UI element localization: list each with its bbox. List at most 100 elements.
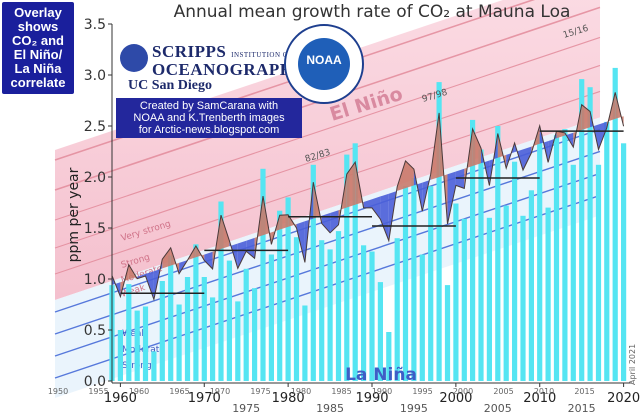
el-nino-threshold-line (54, 90, 601, 275)
enso-year-label: 1965 (169, 387, 189, 396)
enso-year-label: 2010 (534, 387, 554, 396)
enso-year-label: 1970 (210, 387, 230, 396)
el-nino-fill (581, 104, 591, 130)
bar-2013 (562, 129, 568, 381)
bar-1988 (352, 143, 358, 381)
la-nina-label: La Niña (345, 365, 417, 385)
x-tick-label: 1980 (272, 391, 305, 406)
credit-box: Created by SamCarana with NOAA and K.Tre… (116, 98, 302, 138)
el-nino-fill (162, 247, 171, 269)
bar-1990 (369, 251, 375, 381)
y-tick-label: 2.5 (84, 119, 106, 135)
enso-year-label: 2005 (493, 387, 513, 396)
y-tick-label: 2.0 (84, 170, 106, 186)
bar-1963 (142, 306, 149, 381)
bar-1982 (302, 305, 308, 381)
y-tick-label: 0.0 (84, 374, 106, 390)
enso-year-label: 2015 (574, 387, 594, 396)
bar-2020 (621, 143, 627, 381)
el-nino-fill (346, 162, 356, 208)
bar-2018 (604, 121, 610, 382)
bar-1966 (168, 255, 174, 381)
la-nina-fill (330, 210, 339, 233)
credit-line: Created by SamCarana with (139, 100, 279, 112)
la-nina-fill (321, 213, 331, 233)
x-tick-label: 1960 (104, 391, 137, 406)
credit-line: for Arctic-news.blogspot.com (138, 124, 280, 136)
la-nina-fill (523, 146, 532, 171)
ucsd-logo: UC San Diego (128, 78, 213, 93)
la-nina-fill (447, 171, 456, 224)
scripps-oceanography: OCEANOGRAPHY (152, 60, 307, 79)
bar-2011 (545, 207, 551, 381)
bar-2002 (470, 119, 476, 382)
x-tick-label: 1970 (188, 391, 221, 406)
x-tick-label: 2010 (523, 391, 556, 406)
y-tick-label: 0.5 (84, 323, 106, 339)
bar-1965 (159, 281, 165, 381)
la-nina-fill (598, 121, 607, 150)
y-tick-label: 3.0 (84, 68, 106, 84)
y-tick-label: 3.5 (84, 17, 106, 33)
bar-1968 (184, 277, 191, 381)
el-nino-fill (472, 128, 481, 166)
bar-1972 (218, 201, 224, 381)
scripps-logo: SCRIPPS INSTITUTION OF OCEANOGRAPHY (152, 42, 306, 80)
overlay-note-line: El Niño/ (13, 47, 63, 62)
bar-2019 (612, 67, 618, 382)
credit-line: NOAA and K.Trenberth images (133, 112, 285, 124)
bar-2009 (528, 190, 534, 381)
el-nino-zone (55, 0, 600, 300)
bar-2003 (478, 149, 484, 381)
bar-2015 (579, 79, 585, 381)
la-nina-threshold-line (54, 150, 601, 335)
el-nino-fill (221, 215, 230, 249)
bar-1977 (260, 168, 266, 381)
bar-1999 (444, 285, 451, 381)
enso-index-line (111, 92, 625, 302)
overlay-note-line: CO₂ and (12, 33, 64, 48)
x-tick-label-secondary: 2005 (484, 402, 512, 414)
bar-1991 (377, 282, 383, 381)
bar-1997 (428, 186, 434, 381)
date-note: April 2021 (628, 344, 637, 385)
enso-year-label: 1995 (412, 387, 432, 396)
la-nina-fill (246, 237, 255, 259)
x-tick-label-secondary: 1975 (232, 402, 260, 414)
bar-1962 (134, 310, 140, 381)
scripps-sub: INSTITUTION OF (231, 51, 293, 59)
bar-1978 (268, 254, 274, 381)
bar-2010 (537, 134, 543, 381)
la-nina-fill (363, 199, 372, 208)
enso-year-label: 1960 (129, 387, 149, 396)
bar-2000 (453, 203, 459, 381)
bar-2012 (553, 135, 560, 381)
enso-year-label: 1990 (372, 387, 392, 396)
bar-1971 (210, 297, 216, 381)
bar-1984 (319, 240, 325, 381)
bar-2007 (512, 161, 518, 381)
bar-1976 (252, 288, 258, 381)
axes: 0.0 0.5 1.0 1.5 2.0 2.5 3.0 3.5 1960 1970 1980 1990… (48, 17, 640, 414)
bar-1996 (419, 254, 425, 381)
overlay-note: Overlay shows CO₂ and El Niño/ La Niña c… (2, 2, 74, 94)
bar-1987 (344, 154, 350, 381)
chart-title: Annual mean growth rate of CO₂ at Mauna … (174, 2, 571, 22)
decadal-means (120, 130, 624, 295)
y-tick-label: 1.0 (84, 272, 106, 288)
x-tick-label-secondary: 1995 (400, 402, 428, 414)
bar-2014 (570, 164, 576, 381)
bar-1970 (201, 277, 207, 381)
bar-2008 (520, 215, 526, 381)
bar-1992 (386, 332, 392, 381)
enso-year-label: 1950 (48, 387, 68, 396)
growth-bars (109, 67, 627, 382)
y-axis-label: ppm per year (66, 167, 82, 262)
bar-1974 (235, 301, 241, 381)
bar-1995 (411, 178, 417, 381)
bar-1981 (293, 237, 300, 381)
bar-1960 (117, 330, 123, 381)
bar-1983 (310, 164, 316, 381)
x-tick-label: 2020 (607, 391, 640, 406)
